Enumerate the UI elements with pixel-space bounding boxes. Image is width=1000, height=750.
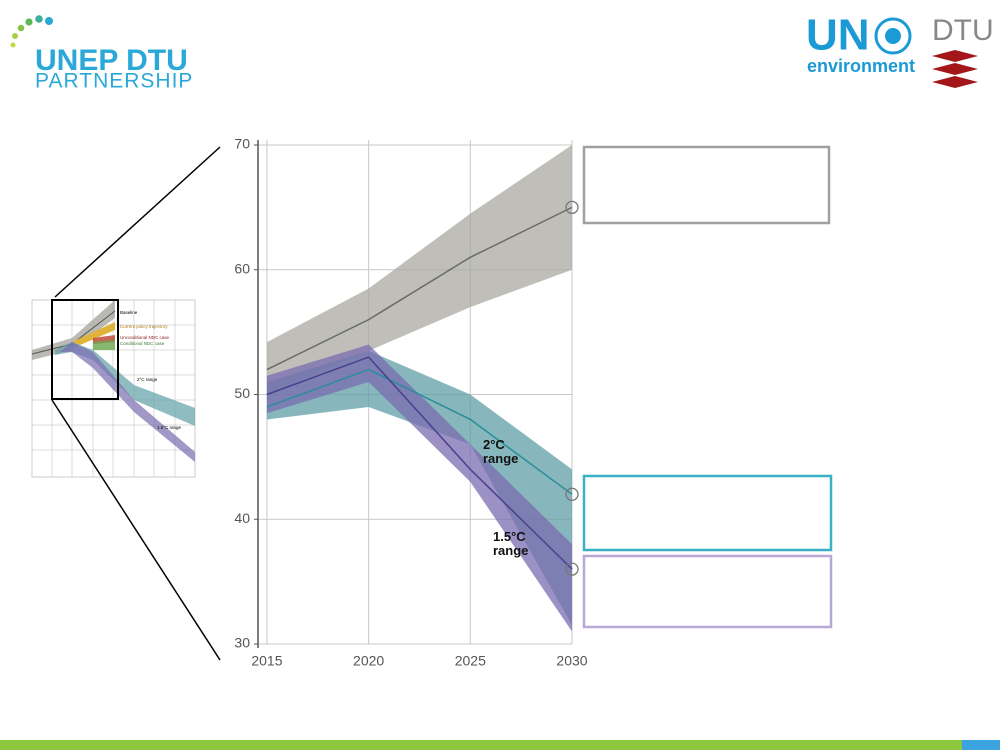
x-tick-label: 2020	[353, 653, 384, 669]
un-subtitle: environment	[807, 56, 915, 76]
inset-label: Unconditional NDC case	[120, 335, 170, 340]
range-band	[266, 350, 572, 626]
callout-box	[582, 554, 833, 629]
x-tick-label: 2025	[455, 653, 486, 669]
series-line	[266, 206, 573, 371]
series-line	[266, 356, 573, 570]
un-emblem	[874, 17, 912, 55]
x-tick-label: 2030	[556, 653, 587, 669]
range-band	[266, 344, 572, 632]
zoom-line	[54, 146, 221, 298]
inset-chart: Baseline Current policy trajectory Uncondi…	[31, 299, 196, 478]
logo-dots	[10, 15, 53, 48]
callout-box	[582, 474, 833, 552]
un-emblem-core	[885, 28, 901, 44]
series-line	[266, 368, 573, 495]
inset-label: 1.5°C range	[157, 425, 182, 430]
footer-bar	[0, 740, 962, 750]
annotation: 2°C range	[483, 437, 519, 466]
inset-label: Conditional NDC case	[120, 341, 165, 346]
y-tick-label: 60	[234, 260, 250, 276]
end-marker	[565, 562, 579, 576]
zoom-line	[51, 399, 221, 661]
x-tick-label: 2015	[251, 653, 282, 669]
annotation: 1.5°C range	[493, 529, 529, 558]
inset-label: Current policy trajectory	[120, 324, 168, 329]
y-tick-label: 50	[234, 385, 250, 401]
end-marker	[565, 487, 579, 501]
y-tick-label: 30	[234, 635, 250, 651]
callout-box	[582, 145, 831, 225]
inset-label: Baseline	[120, 310, 138, 315]
plot: 30 40 50 60 70 2015 2020 2025 2030	[234, 136, 587, 669]
dtu-chevrons	[932, 50, 978, 88]
end-marker	[565, 200, 579, 215]
un-logo: UN	[806, 11, 870, 60]
logo-subtitle: PARTNERSHIP	[35, 70, 193, 93]
y-tick-label: 40	[234, 510, 250, 526]
dtu-logo: DTU	[932, 14, 994, 47]
inset-label: 2°C range	[137, 377, 158, 382]
footer-bar	[962, 740, 1000, 750]
logo-title: UNEP DTU	[35, 44, 188, 77]
y-tick-label: 70	[234, 136, 250, 152]
